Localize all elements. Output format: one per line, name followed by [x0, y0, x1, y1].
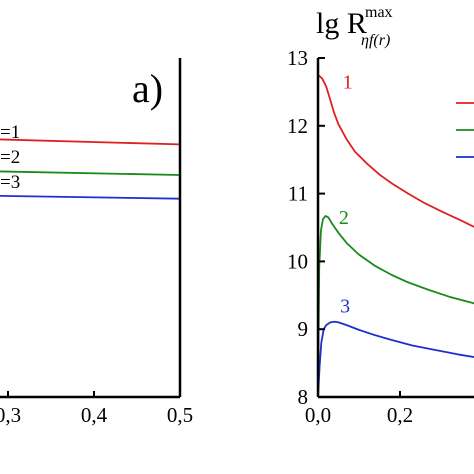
panel-b-y-tick-label-6: 13 — [287, 46, 308, 70]
panel-a-tag: a) — [132, 66, 163, 111]
panel-a-legend-entry-1: =1 — [0, 122, 20, 143]
panel-b-ylabel-sub: ηf(r) — [361, 32, 390, 49]
panel-a-x-tick-label-1: 0,3 — [0, 403, 21, 427]
panel-b-curve-label-2: 2 — [339, 207, 349, 229]
panel-b-x-tick-label-2: 0,2 — [387, 403, 413, 427]
panel-b-y-tick-label-1: 8 — [298, 385, 309, 409]
panel-b-legend — [456, 102, 474, 158]
panel-a-series-line-3 — [0, 194, 181, 200]
panel-a-legend-entry-3: =3 — [0, 172, 20, 193]
panel-b-y-tick-label-3: 10 — [287, 249, 308, 273]
panel-a-x-tick-label-2: 0,4 — [81, 403, 108, 427]
panel-a-x-tick-label-3: 0,5 — [167, 403, 193, 427]
panel-b-series-line-2 — [317, 215, 474, 398]
panel-b-curve-label-1: 1 — [343, 72, 353, 94]
panel-a-legend: =1 =2 =3 — [0, 122, 20, 193]
panel-b-y-tick-label-4: 11 — [288, 182, 308, 206]
panel-b-y-tick-label-2: 9 — [298, 317, 309, 341]
panel-b-series-line-1 — [317, 74, 474, 228]
panel-b-y-axis-title: lg R max ηf(r) — [316, 4, 393, 49]
panel-b-series-line-3 — [317, 320, 474, 398]
panel-a-series-group — [0, 138, 181, 200]
panel-a-series-line-1 — [0, 138, 181, 146]
panel-b-ylabel-sup: max — [365, 4, 393, 21]
panel-b-ylabel-main: lg R — [316, 7, 367, 40]
panel-b-y-ticks: 8 9 10 11 12 13 — [287, 46, 325, 409]
panel-a-series-line-2 — [0, 170, 181, 176]
panel-b-y-tick-label-5: 12 — [287, 114, 308, 138]
panel-b-series-group: 1 2 3 — [317, 72, 474, 398]
panel-a-x-ticks: 0,3 0,4 0,5 — [0, 391, 193, 427]
panel-b-curve-label-3: 3 — [340, 295, 350, 317]
panel-b-x-ticks: 0,00,20 — [305, 391, 413, 427]
panel-b-x-tick-label-1: 0,0 — [305, 403, 331, 427]
panel-a: 0,3 0,4 0,5 a) =1 =2 =3 — [0, 58, 193, 427]
panel-a-legend-entry-2: =2 — [0, 147, 20, 168]
